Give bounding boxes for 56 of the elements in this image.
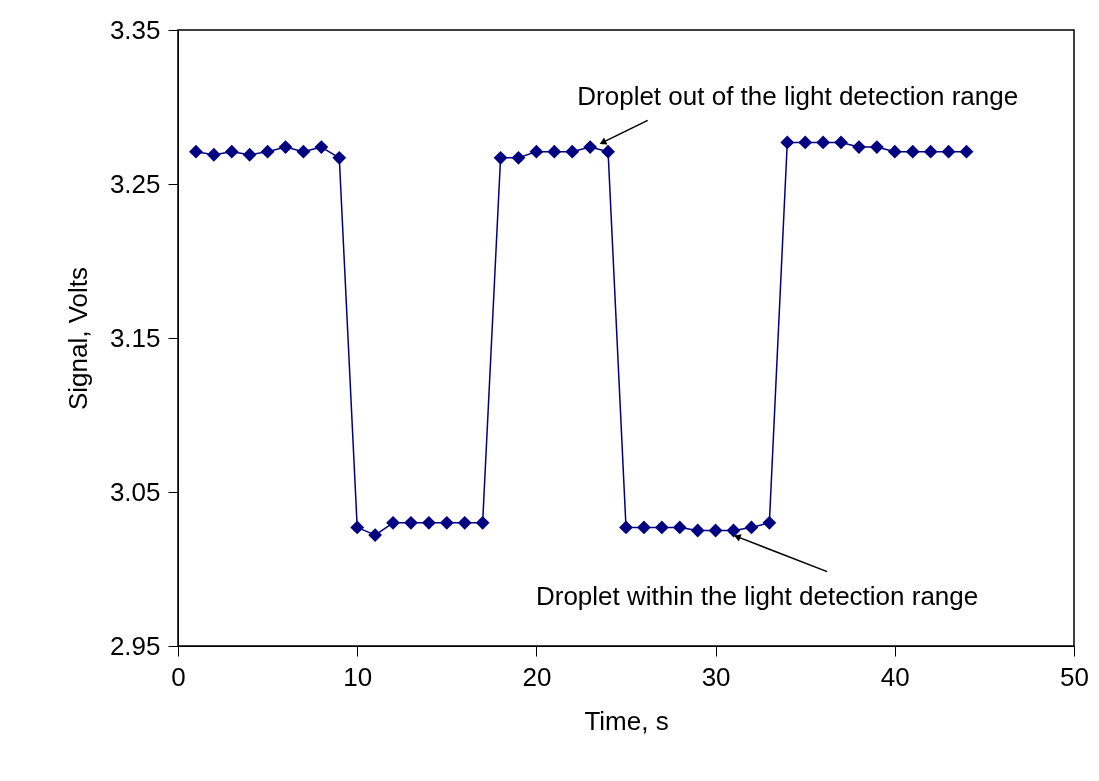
point (654, 520, 669, 535)
point (457, 515, 472, 530)
x-axis-title: Time, s (584, 705, 669, 736)
x-tick-label: 0 (171, 661, 186, 692)
x-tick-label: 50 (1060, 661, 1089, 692)
y-tick-label: 3.35 (109, 14, 161, 45)
y-axis-title: Signal, Volts (62, 266, 93, 411)
point (762, 515, 777, 530)
point (547, 144, 562, 159)
point (690, 523, 705, 538)
point (206, 147, 221, 162)
point (332, 150, 347, 165)
point (780, 135, 795, 150)
y-tick-label: 3.15 (109, 322, 161, 353)
point (475, 515, 490, 530)
point (601, 144, 615, 159)
x-tick-label: 10 (343, 661, 373, 692)
point (421, 515, 436, 530)
point (493, 150, 508, 165)
point (637, 520, 651, 535)
point (511, 150, 526, 165)
point (941, 144, 956, 159)
point (744, 520, 759, 535)
point (350, 520, 365, 535)
point (816, 135, 831, 150)
point (314, 140, 329, 154)
point (619, 520, 633, 535)
point (278, 140, 293, 154)
point (923, 144, 938, 159)
point (296, 144, 311, 159)
x-tick-label: 40 (880, 661, 910, 692)
x-tick-label: 20 (522, 661, 552, 692)
point (189, 144, 203, 159)
point (959, 144, 974, 159)
y-tick-label: 3.05 (109, 476, 161, 507)
y-tick-label: 3.25 (109, 168, 161, 199)
point (224, 144, 239, 159)
point (386, 515, 400, 530)
point (672, 520, 687, 535)
point (798, 135, 813, 150)
x-tick-label: 30 (701, 661, 731, 692)
point (529, 144, 544, 159)
point (565, 144, 580, 159)
annotation: Droplet within the light detection range (535, 580, 979, 611)
point (583, 140, 598, 154)
point (439, 515, 454, 530)
point (869, 140, 884, 154)
point (905, 144, 920, 159)
point (887, 144, 902, 159)
y-tick-label: 2.95 (109, 630, 161, 661)
point (368, 528, 383, 543)
point (834, 135, 848, 150)
point (404, 515, 418, 530)
point (242, 147, 257, 162)
point (260, 144, 275, 159)
annotation: Droplet out of the light detection range (577, 81, 1019, 112)
